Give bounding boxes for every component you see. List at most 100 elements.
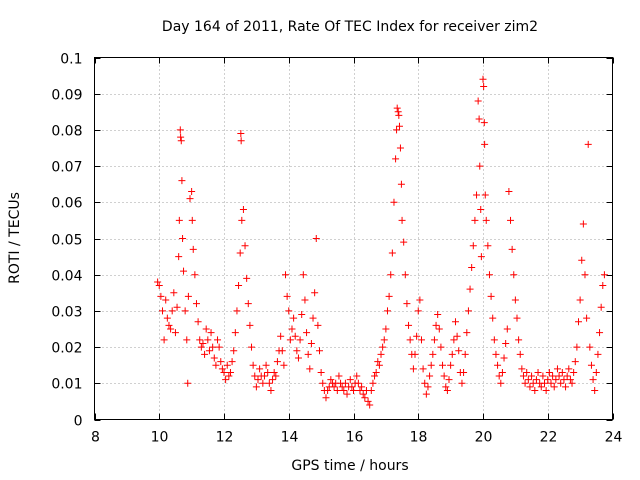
data-point (171, 329, 179, 337)
axis-ticks (94, 57, 614, 421)
data-point (541, 379, 549, 387)
data-point (570, 368, 578, 376)
data-point (515, 336, 523, 344)
data-point (272, 372, 280, 380)
data-point (397, 180, 405, 188)
data-point (333, 387, 341, 395)
data-point (471, 216, 479, 224)
data-point (458, 379, 466, 387)
data-point (246, 321, 254, 329)
data-point (393, 104, 401, 112)
data-point (544, 376, 552, 384)
data-point (218, 365, 226, 373)
data-point (591, 387, 599, 395)
data-point (542, 387, 550, 395)
data-point (563, 372, 571, 380)
data-point (177, 137, 185, 145)
data-point (181, 307, 189, 315)
data-point (403, 300, 411, 308)
data-point (254, 376, 262, 384)
data-point (296, 336, 304, 344)
data-point (324, 387, 332, 395)
data-point (537, 383, 545, 391)
data-point (492, 350, 500, 358)
data-point (529, 379, 537, 387)
data-point (382, 325, 390, 333)
data-point (385, 292, 393, 300)
data-point (372, 368, 380, 376)
data-point (447, 361, 455, 369)
data-point (177, 133, 185, 141)
data-point (510, 271, 518, 279)
data-point (450, 336, 458, 344)
data-point (464, 307, 472, 315)
data-point (196, 336, 204, 344)
data-point (516, 350, 524, 358)
data-point (392, 155, 400, 163)
data-point (507, 216, 515, 224)
data-point (377, 350, 385, 358)
data-point (226, 368, 234, 376)
data-point (201, 350, 209, 358)
data-point (317, 368, 325, 376)
data-point (508, 245, 516, 253)
data-point (265, 379, 273, 387)
data-point (237, 137, 245, 145)
x-tick-label: 10 (151, 430, 169, 446)
data-point (463, 329, 471, 337)
data-point (291, 332, 299, 340)
data-point (394, 108, 402, 116)
data-point (230, 347, 238, 355)
data-point (243, 274, 251, 282)
data-point (231, 329, 239, 337)
data-point (244, 300, 252, 308)
data-point (482, 216, 490, 224)
data-point (322, 394, 330, 402)
data-point (194, 318, 202, 326)
data-point (461, 350, 469, 358)
data-point (303, 329, 311, 337)
data-point (560, 376, 568, 384)
data-point (497, 379, 505, 387)
data-point (513, 314, 521, 322)
data-point (260, 372, 268, 380)
data-point (411, 350, 419, 358)
data-point (528, 372, 536, 380)
data-point (335, 372, 343, 380)
data-point (398, 216, 406, 224)
data-point (251, 372, 259, 380)
data-point (409, 365, 417, 373)
data-point (209, 343, 217, 351)
data-point (424, 383, 432, 391)
data-point (189, 245, 197, 253)
data-point (481, 191, 489, 199)
data-point (484, 242, 492, 250)
data-point (594, 350, 602, 358)
y-tick-labels: 0 0.01 0.02 0.03 0.04 0.05 0.06 0.07 0.08 0.09 0.1 (51, 52, 82, 430)
data-point (309, 314, 317, 322)
data-point (511, 296, 519, 304)
data-point (311, 289, 319, 297)
data-point (487, 292, 495, 300)
data-point (534, 368, 542, 376)
data-point (552, 376, 560, 384)
y-tick-label: 0.09 (51, 88, 82, 104)
y-tick-label: 0.06 (51, 196, 82, 212)
data-point (401, 271, 409, 279)
data-point (421, 379, 429, 387)
data-point (175, 253, 183, 261)
data-point (474, 97, 482, 105)
data-point (367, 387, 375, 395)
data-point (165, 321, 173, 329)
data-point (188, 216, 196, 224)
y-tick-label: 0.01 (51, 377, 82, 393)
data-point (568, 379, 576, 387)
data-point (576, 296, 584, 304)
data-point (269, 376, 277, 384)
data-point (429, 350, 437, 358)
data-point (267, 387, 275, 395)
data-point (356, 387, 364, 395)
data-point (573, 343, 581, 351)
data-point (521, 379, 529, 387)
data-point (346, 376, 354, 384)
